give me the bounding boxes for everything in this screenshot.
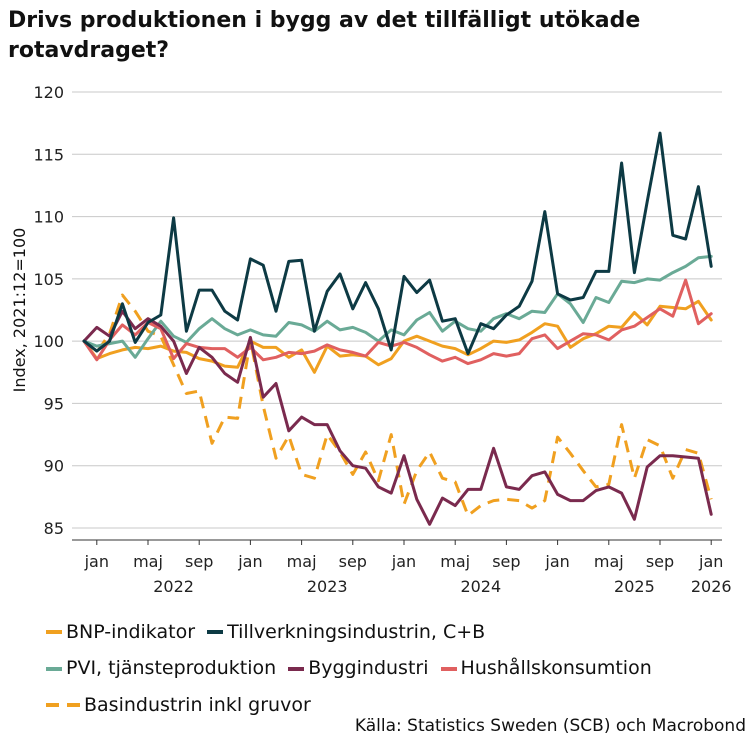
y-tick-label: 95 [44, 394, 64, 413]
chart-title: Drivs produktionen i bygg av det tillfäl… [8, 8, 641, 63]
legend-label-basindustri: Basindustrin inkl gruvor [84, 693, 311, 716]
y-axis-label: Index, 2021:12=100 [10, 228, 29, 393]
series-line-4 [82, 278, 713, 366]
x-tick-label: sep [646, 552, 674, 571]
series-line-3 [82, 309, 713, 526]
series-line-2 [82, 254, 713, 359]
x-tick-label: jan [237, 552, 262, 571]
source-note: Källa: Statistics Sweden (SCB) och Macro… [354, 716, 746, 736]
legend-row-2: PVI, tjänsteproduktion Byggindustri Hush… [46, 649, 658, 686]
legend-swatch-tillverkning [207, 630, 224, 634]
series-lines [82, 131, 713, 526]
y-axis: 85 90 95 100 105 110 115 120 [33, 83, 64, 538]
legend: BNP-indikator Tillverkningsindustrin, C+… [46, 612, 658, 722]
series-line-1 [82, 131, 713, 356]
y-tick-label: 105 [33, 270, 64, 289]
y-tick-label: 100 [33, 332, 64, 351]
legend-row-3: Basindustrin inkl gruvor [46, 685, 658, 722]
legend-swatch-hushall [440, 666, 457, 671]
legend-label-tillverkning: Tillverkningsindustrin, C+B [227, 620, 486, 643]
y-tick-label: 90 [44, 457, 64, 476]
x-tick-label: sep [339, 552, 367, 571]
x-year-label: 2026 [691, 577, 732, 596]
legend-swatch-bygg [288, 666, 305, 671]
x-tick-label: jan [698, 552, 723, 571]
legend-item-bnp: BNP-indikator [46, 616, 195, 649]
series-line-5 [83, 293, 713, 517]
x-year-label: 2022 [153, 577, 194, 596]
legend-item-basindustri: Basindustrin inkl gruvor [46, 689, 311, 722]
legend-label-bnp: BNP-indikator [66, 620, 196, 643]
legend-label-pvi: PVI, tjänsteproduktion [66, 657, 277, 679]
legend-item-bygg: Byggindustri [288, 652, 428, 685]
x-year-label: 2025 [614, 577, 655, 596]
legend-item-hushall: Hushållskonsumtion [440, 652, 652, 685]
legend-label-bygg: Byggindustri [308, 657, 429, 679]
x-tick-label: jan [391, 552, 416, 571]
series-line-0 [82, 299, 713, 374]
legend-row-1: BNP-indikator Tillverkningsindustrin, C+… [46, 612, 658, 649]
x-tick-label: sep [185, 552, 213, 571]
legend-swatch-bnp [46, 630, 62, 634]
x-tick-label: maj [133, 552, 163, 571]
x-year-label: 2024 [460, 577, 501, 596]
legend-swatch-basindustri [46, 703, 80, 707]
x-tick-label: sep [492, 552, 520, 571]
x-tick-label: jan [544, 552, 569, 571]
x-year-label: 2023 [307, 577, 348, 596]
y-tick-label: 110 [33, 208, 64, 227]
y-tick-label: 115 [33, 145, 64, 164]
x-tick-label: jan [84, 552, 109, 571]
x-tick-label: maj [287, 552, 317, 571]
legend-item-tillverkning: Tillverkningsindustrin, C+B [207, 616, 485, 649]
legend-label-hushall: Hushållskonsumtion [460, 657, 652, 679]
x-tick-label: maj [594, 552, 624, 571]
y-tick-label: 85 [44, 519, 64, 538]
line-chart: 85 90 95 100 105 110 115 120 jan maj sep jan maj sep… [10, 83, 732, 596]
y-tick-label: 120 [33, 83, 64, 102]
x-tick-label: maj [440, 552, 470, 571]
x-axis: jan maj sep jan maj sep jan maj sep jan maj sep jan 2… [72, 539, 732, 596]
legend-item-pvi: PVI, tjänsteproduktion [46, 652, 276, 685]
legend-swatch-pvi [46, 666, 62, 671]
